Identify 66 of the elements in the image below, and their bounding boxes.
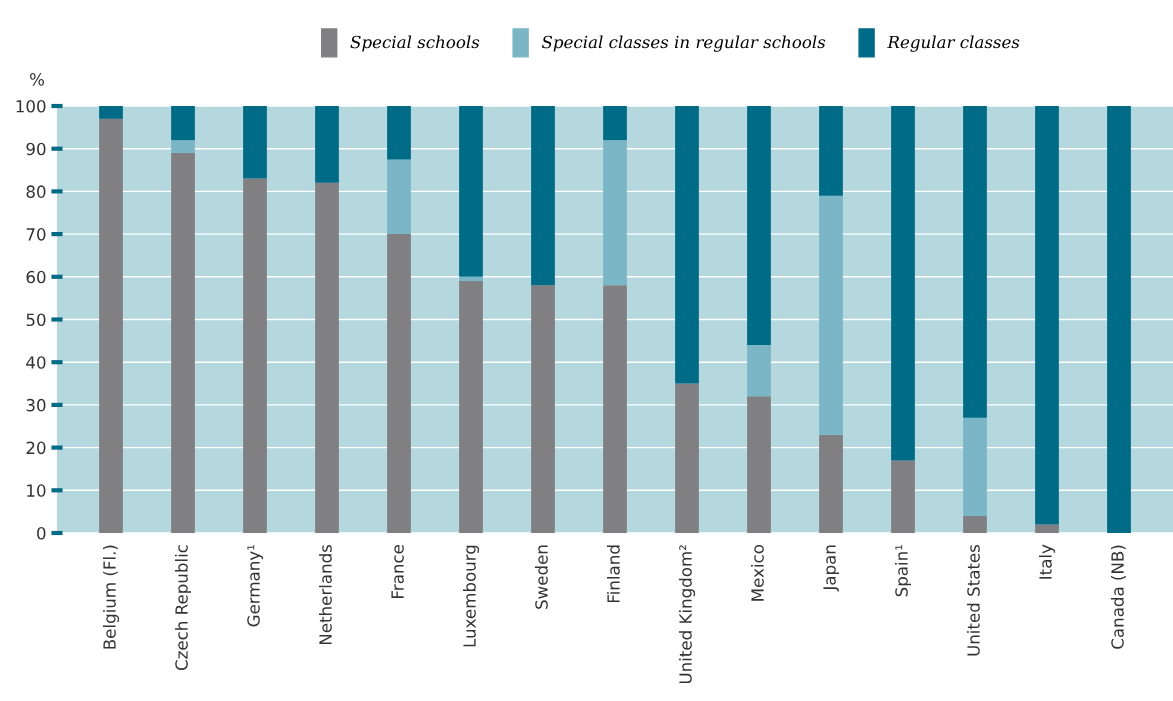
bar bbox=[1035, 106, 1059, 525]
bar bbox=[891, 460, 915, 533]
bar bbox=[99, 106, 123, 119]
x-tick-label: France bbox=[391, 545, 404, 598]
y-axis-title: % bbox=[30, 73, 45, 86]
y-tick-label: 40 bbox=[26, 356, 46, 369]
x-tick-label: Netherlands bbox=[318, 544, 332, 645]
bar bbox=[459, 276, 483, 282]
bar bbox=[819, 434, 843, 533]
y-tick-label: 90 bbox=[26, 142, 46, 156]
bar bbox=[963, 515, 987, 533]
y-tick-label: 10 bbox=[27, 484, 46, 497]
y-tick-label: 80 bbox=[26, 185, 46, 198]
x-tick-label: Spain¹ bbox=[894, 545, 912, 597]
bar bbox=[459, 281, 483, 533]
bar bbox=[99, 118, 123, 533]
x-tick-label: United Kingdom² bbox=[678, 545, 696, 684]
y-tick-label: 20 bbox=[26, 441, 46, 455]
bar bbox=[603, 106, 627, 141]
bar bbox=[603, 140, 627, 286]
bar bbox=[891, 106, 915, 461]
x-tick-label: Sweden bbox=[534, 545, 548, 609]
bar bbox=[387, 159, 411, 235]
bar bbox=[675, 383, 699, 533]
y-tick-label: 30 bbox=[26, 398, 46, 412]
bar bbox=[747, 396, 771, 533]
legend-label: Regular classes bbox=[887, 35, 1020, 52]
bar bbox=[531, 285, 555, 533]
x-tick-label: Czech Republic bbox=[174, 545, 192, 671]
bar bbox=[171, 106, 195, 141]
bar bbox=[171, 140, 195, 153]
legend-label: Special schools bbox=[350, 35, 480, 52]
bar bbox=[531, 106, 555, 286]
y-tick-label: 0 bbox=[37, 526, 46, 540]
bar bbox=[819, 106, 843, 196]
y-tick-label: 60 bbox=[26, 270, 46, 284]
bar bbox=[675, 106, 699, 384]
x-tick-label: Italy bbox=[1038, 544, 1056, 579]
y-tick-label: 70 bbox=[26, 228, 46, 241]
bar bbox=[819, 195, 843, 435]
y-tick-label: 50 bbox=[26, 313, 46, 327]
y-tick-label: 100 bbox=[16, 99, 46, 113]
x-tick-label: Canada (NB) bbox=[1110, 545, 1126, 649]
bar bbox=[963, 417, 987, 516]
bar bbox=[1035, 524, 1059, 533]
legend-label: Special classes in regular schools bbox=[541, 35, 826, 52]
bar bbox=[387, 106, 411, 160]
x-tick-label: Mexico bbox=[750, 545, 764, 601]
bar bbox=[315, 106, 339, 183]
x-tick-label: United States bbox=[966, 544, 980, 656]
bar bbox=[171, 152, 195, 533]
bar bbox=[747, 106, 771, 346]
bar bbox=[603, 285, 627, 533]
bar bbox=[1107, 106, 1131, 533]
bar bbox=[243, 178, 267, 533]
bar bbox=[963, 106, 987, 418]
bar bbox=[747, 345, 771, 397]
x-tick-label: Finland bbox=[606, 545, 620, 603]
x-tick-label: Japan bbox=[823, 545, 840, 592]
x-tick-label: Luxembourg bbox=[462, 545, 480, 647]
x-tick-label: Belgium (Fl.) bbox=[102, 545, 120, 649]
bar bbox=[459, 106, 483, 277]
x-tick-label: Germany¹ bbox=[247, 545, 264, 627]
bar bbox=[243, 106, 267, 179]
bar bbox=[315, 182, 339, 533]
bar bbox=[387, 234, 411, 533]
